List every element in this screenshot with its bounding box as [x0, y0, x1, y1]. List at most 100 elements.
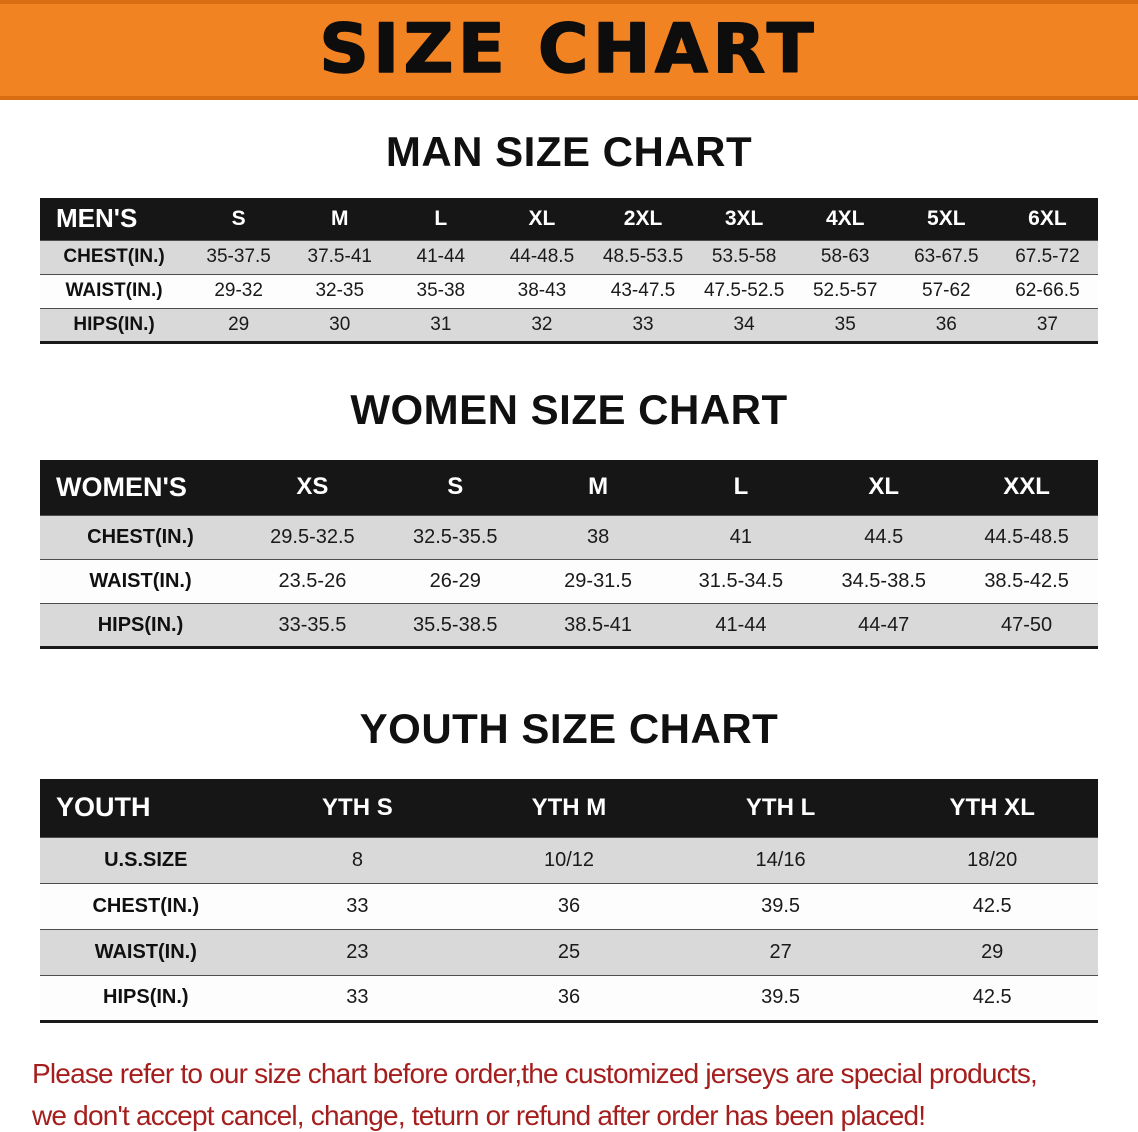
row-label: HIPS(IN.): [97, 613, 184, 636]
size-value: 30: [329, 313, 351, 335]
size-column-header: XXL: [955, 459, 1098, 516]
size-value: 37: [1036, 313, 1058, 335]
size-value: 29-32: [214, 280, 263, 301]
size-column-header: L: [669, 459, 813, 516]
men-section-heading: MAN SIZE CHART: [385, 128, 753, 175]
men-section: MAN SIZE CHART MEN'S S M L XL 2XL 3XL 4XL 5XL 6XL…: [0, 128, 1138, 344]
size-value: 41-44: [715, 613, 767, 636]
measurement-row: HIPS(IN.) 33-35.5 35.5-38.5 38.5-41 41-44 44-…: [40, 603, 1098, 648]
size-value: 38-43: [517, 280, 567, 301]
size-value: 47.5-52.5: [703, 280, 785, 301]
size-value: 39.5: [761, 986, 801, 1008]
header-row: MEN'S S M L XL 2XL 3XL 4XL 5XL 6XL: [40, 198, 1098, 240]
size-value: 41: [729, 526, 753, 548]
row-label: CHEST(IN.): [87, 526, 194, 548]
row-label: WAIST(IN.): [94, 940, 197, 963]
men-size-table: MEN'S S M L XL 2XL 3XL 4XL 5XL 6XL CHEST(IN.) 35-37…: [40, 198, 1098, 344]
size-column-header: XS: [241, 459, 384, 516]
size-value: 58-63: [820, 246, 870, 267]
women-section-heading: WOMEN SIZE CHART: [350, 385, 788, 433]
size-value: 26-29: [429, 570, 481, 592]
size-value: 32: [531, 313, 553, 335]
size-value: 32-35: [315, 280, 365, 301]
measurement-row: WAIST(IN.) 23 25 27 29: [40, 929, 1098, 975]
size-value: 29-31.5: [564, 570, 632, 592]
size-value: 27: [769, 940, 792, 963]
size-value: 67.5-72: [1015, 246, 1080, 267]
size-value: 29: [981, 940, 1004, 963]
measurement-row: U.S.SIZE 8 10/12 14/16 18/20: [40, 837, 1098, 883]
size-column-header: 3XL: [693, 198, 795, 240]
women-section: WOMEN SIZE CHART WOMEN'S XS S M L XL XXL CHEST(…: [0, 385, 1138, 649]
row-label: CHEST(IN.): [92, 894, 200, 917]
header-row: WOMEN'S XS S M L XL XXL: [40, 459, 1098, 516]
size-value: 44-47: [858, 613, 910, 636]
size-column-header: M: [526, 459, 670, 516]
size-column-header: M: [289, 198, 391, 240]
size-value: 34: [733, 313, 755, 335]
size-column-header: 6XL: [996, 198, 1098, 240]
size-value: 53.5-58: [711, 246, 777, 267]
banner: SIZE CHART: [0, 0, 1138, 100]
size-value: 62-66.5: [1015, 280, 1080, 301]
size-value: 43-47.5: [610, 280, 676, 301]
size-column-header: 2XL: [592, 198, 694, 240]
size-column-header: L: [390, 198, 492, 240]
page-title: SIZE CHART: [319, 10, 819, 89]
size-value: 37.5-41: [307, 246, 372, 267]
size-value: 29.5-32.5: [270, 526, 355, 548]
size-value: 42.5: [972, 986, 1012, 1008]
size-column-header: YTH XL: [886, 779, 1098, 837]
measurement-row: CHEST(IN.) 29.5-32.5 32.5-35.5 38 41 44.5 44.5…: [40, 515, 1098, 560]
size-value: 34.5-38.5: [841, 570, 926, 592]
size-value: 14/16: [755, 848, 806, 871]
size-value: 36: [935, 313, 957, 335]
size-value: 38.5-41: [564, 613, 632, 636]
size-value: 36: [557, 894, 581, 917]
size-value: 35: [834, 313, 856, 335]
size-value: 47-50: [1001, 613, 1053, 636]
measurement-row: CHEST(IN.) 35-37.5 37.5-41 41-44 44-48.5 48.5…: [40, 240, 1098, 274]
table-name-header: MEN'S: [40, 198, 189, 240]
size-value: 52.5-57: [812, 280, 878, 301]
size-value: 35-38: [416, 280, 466, 301]
women-size-table: WOMEN'S XS S M L XL XXL CHEST(IN.) 29.5-32.5 32.5…: [40, 459, 1098, 649]
size-column-header: 5XL: [895, 198, 997, 240]
size-column-header: 4XL: [794, 198, 896, 240]
footer-notice: Please refer to our size chart before or…: [0, 1053, 1138, 1132]
row-label: U.S.SIZE: [104, 848, 188, 871]
size-value: 38.5-42.5: [984, 570, 1069, 592]
measurement-row: CHEST(IN.) 33 36 39.5 42.5: [40, 883, 1098, 929]
measurement-row: WAIST(IN.) 23.5-26 26-29 29-31.5 31.5-34.5 34…: [40, 559, 1098, 604]
notice-line-2: we don't accept cancel, change, teturn o…: [32, 1099, 926, 1131]
size-value: 41-44: [416, 246, 466, 267]
size-column-header: XL: [812, 459, 956, 516]
size-value: 23: [346, 940, 369, 963]
size-column-header: S: [188, 198, 290, 240]
size-value: 33: [346, 894, 369, 917]
size-value: 25: [557, 940, 581, 963]
size-value: 38: [586, 526, 610, 548]
size-value: 29: [228, 313, 250, 335]
size-value: 42.5: [972, 894, 1012, 917]
size-value: 32.5-35.5: [413, 526, 498, 548]
size-value: 31: [430, 313, 452, 335]
youth-section-heading: YOUTH SIZE CHART: [359, 705, 779, 752]
measurement-row: HIPS(IN.) 29 30 31 32 33 34 35 36 37: [40, 308, 1098, 342]
row-label: CHEST(IN.): [63, 246, 165, 267]
size-value: 10/12: [543, 848, 595, 871]
size-value: 33: [632, 313, 654, 335]
size-value: 8: [351, 848, 363, 871]
header-row: YOUTH YTH S YTH M YTH L YTH XL: [40, 779, 1098, 837]
size-value: 39.5: [761, 894, 801, 917]
youth-section: YOUTH SIZE CHART YOUTH YTH S YTH M YTH L YTH…: [0, 705, 1138, 1023]
size-value: 44.5: [864, 526, 904, 548]
notice-line-1: Please refer to our size chart before or…: [32, 1057, 1038, 1089]
size-column-header: YTH M: [463, 779, 675, 837]
size-value: 33: [346, 986, 369, 1008]
size-column-header: S: [383, 459, 527, 516]
size-column-header: YTH L: [674, 779, 887, 837]
size-value: 57-62: [922, 280, 971, 301]
size-value: 23.5-26: [278, 570, 347, 592]
